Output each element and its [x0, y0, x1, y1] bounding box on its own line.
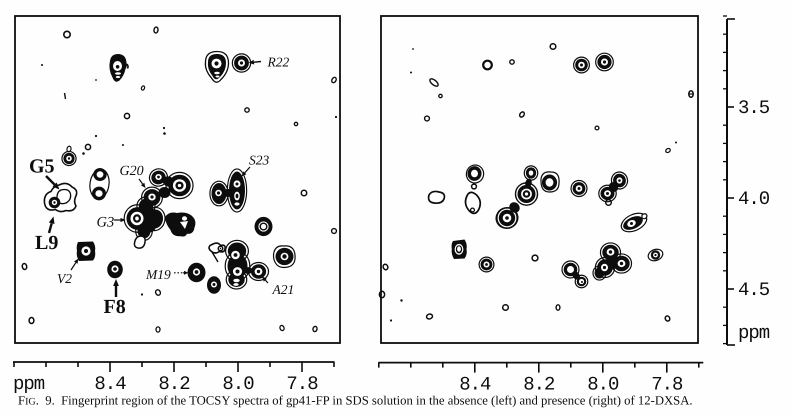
svg-text:G20: G20 — [120, 164, 144, 179]
svg-text:L9: L9 — [35, 232, 58, 254]
svg-text:8.4: 8.4 — [94, 373, 126, 395]
svg-text:8.2: 8.2 — [523, 374, 555, 396]
svg-text:8.0: 8.0 — [587, 374, 619, 396]
svg-text:ppm: ppm — [738, 322, 770, 344]
svg-text:7.8: 7.8 — [651, 374, 683, 396]
svg-text:7.8: 7.8 — [286, 373, 318, 395]
svg-text:R22: R22 — [267, 55, 290, 70]
svg-text:4.0: 4.0 — [738, 188, 770, 210]
svg-text:3.5: 3.5 — [738, 97, 770, 119]
svg-text:8.2: 8.2 — [158, 373, 190, 395]
svg-text:8.0: 8.0 — [222, 373, 254, 395]
svg-text:8.4: 8.4 — [459, 374, 491, 396]
svg-text:G3: G3 — [97, 215, 115, 231]
svg-text:V2: V2 — [57, 271, 72, 286]
svg-text:4.5: 4.5 — [738, 279, 770, 301]
svg-text:M19: M19 — [145, 267, 171, 282]
svg-text:S23: S23 — [249, 153, 270, 168]
svg-text:A21: A21 — [272, 282, 295, 297]
svg-text:F8: F8 — [104, 296, 126, 318]
svg-text:ppm: ppm — [13, 373, 45, 395]
svg-text:G5: G5 — [29, 156, 55, 178]
svg-text:FIG. 9. Fingerprint region o: FIG. 9. Fingerprint region of the TOCSY … — [18, 394, 693, 408]
